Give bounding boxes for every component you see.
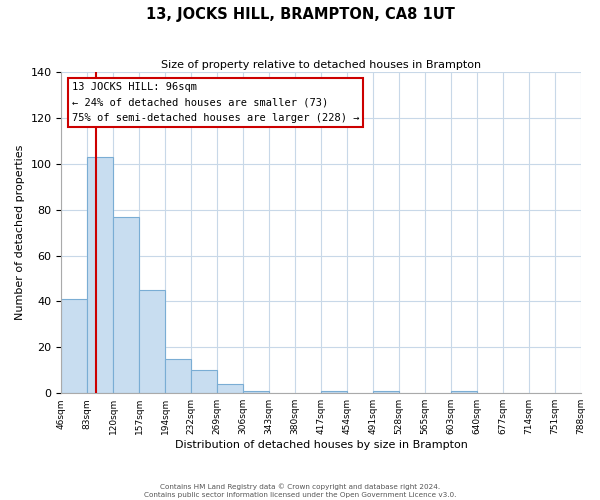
Bar: [61, 299, 88, 393]
Bar: [113, 216, 139, 393]
Bar: [321, 391, 347, 393]
Bar: [165, 359, 191, 393]
X-axis label: Distribution of detached houses by size in Brampton: Distribution of detached houses by size …: [175, 440, 467, 450]
Bar: [451, 391, 476, 393]
Bar: [373, 391, 399, 393]
Bar: [217, 384, 243, 393]
Bar: [88, 157, 113, 393]
Text: Contains HM Land Registry data © Crown copyright and database right 2024.
Contai: Contains HM Land Registry data © Crown c…: [144, 484, 456, 498]
Y-axis label: Number of detached properties: Number of detached properties: [15, 145, 25, 320]
Bar: [139, 290, 165, 393]
Title: Size of property relative to detached houses in Brampton: Size of property relative to detached ho…: [161, 60, 481, 70]
Text: 13 JOCKS HILL: 96sqm
← 24% of detached houses are smaller (73)
75% of semi-detac: 13 JOCKS HILL: 96sqm ← 24% of detached h…: [72, 82, 359, 123]
Bar: [191, 370, 217, 393]
Bar: [243, 391, 269, 393]
Text: 13, JOCKS HILL, BRAMPTON, CA8 1UT: 13, JOCKS HILL, BRAMPTON, CA8 1UT: [146, 8, 454, 22]
